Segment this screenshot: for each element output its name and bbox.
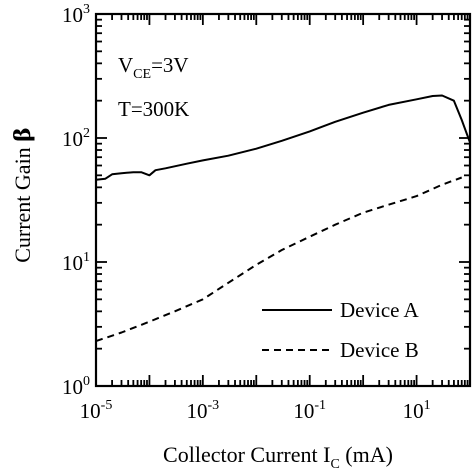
legend: Device A Device B xyxy=(262,298,420,362)
annotation-temperature: T=300K xyxy=(118,97,189,121)
series-line-device-a xyxy=(95,94,471,181)
x-tick-label: 10-5 xyxy=(80,398,113,423)
series-line-device-b xyxy=(95,176,463,343)
x-tick-label: 10-1 xyxy=(293,398,326,423)
legend-label-device-b: Device B xyxy=(340,338,419,362)
annotations: VCE=3V T=300K xyxy=(118,53,189,121)
x-tick-label: 101 xyxy=(403,398,431,423)
y-tick-label: 101 xyxy=(62,250,90,275)
series-layer xyxy=(95,94,471,343)
plot-frame xyxy=(94,12,472,388)
y-tick-label: 100 xyxy=(62,374,90,399)
y-tick-label: 102 xyxy=(62,126,90,151)
x-tick-label: 10-3 xyxy=(187,398,220,423)
y-tick-label: 103 xyxy=(62,2,90,27)
legend-label-device-a: Device A xyxy=(340,298,420,322)
annotation-vce: VCE=3V xyxy=(118,53,189,82)
x-axis-label: Collector Current IC (mA) xyxy=(163,442,393,472)
y-axis-label: Current Gain β xyxy=(10,127,36,263)
axes: 10-5 10-3 10-1 101 100 101 102 103 Collector Cur… xyxy=(10,2,472,472)
